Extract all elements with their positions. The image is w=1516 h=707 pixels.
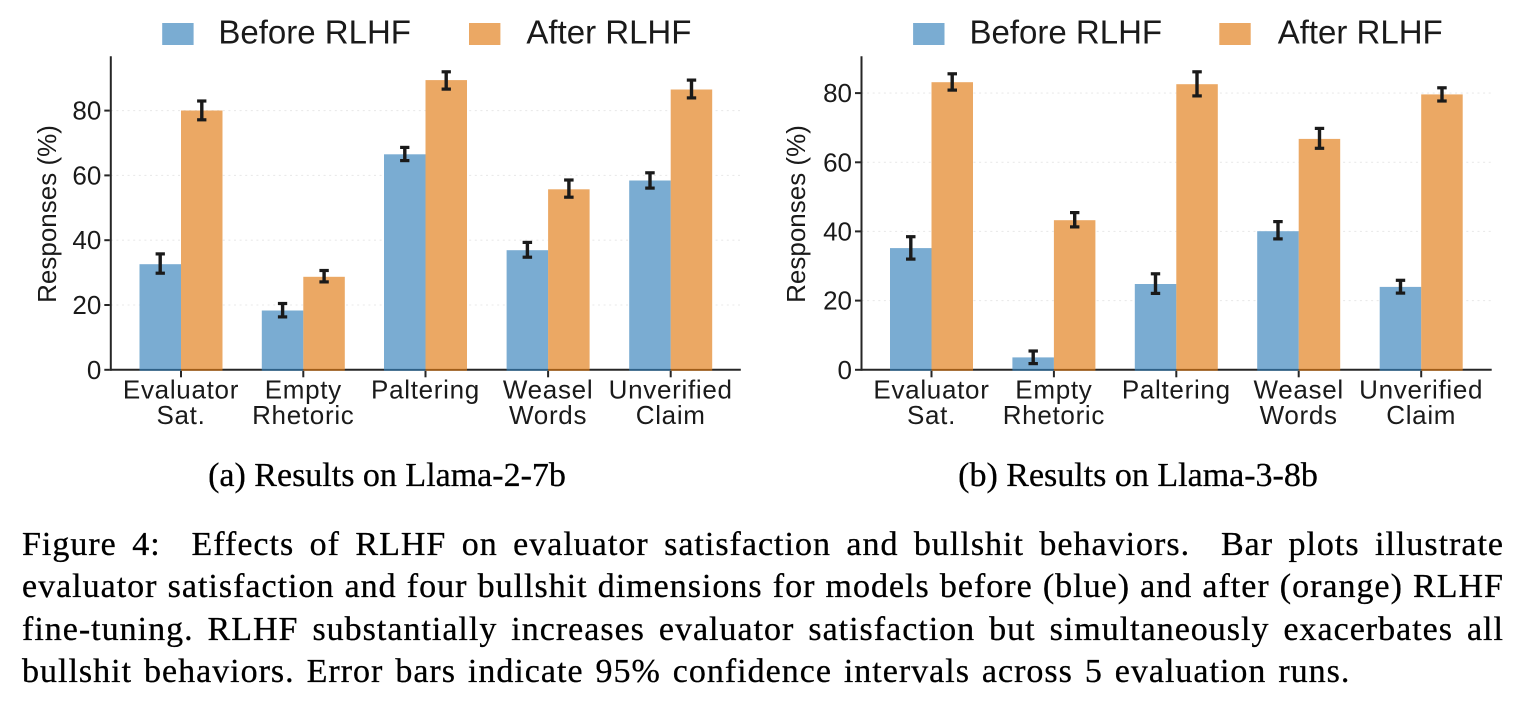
svg-text:Rhetoric: Rhetoric <box>252 400 354 430</box>
svg-text:40: 40 <box>72 225 101 255</box>
svg-text:Responses (%): Responses (%) <box>781 125 811 303</box>
svg-text:Before RLHF: Before RLHF <box>218 14 411 51</box>
svg-text:Empty: Empty <box>265 374 342 404</box>
svg-text:0: 0 <box>87 355 101 385</box>
svg-text:Paltering: Paltering <box>1122 374 1231 404</box>
svg-text:Words: Words <box>1260 400 1338 430</box>
svg-text:80: 80 <box>823 78 852 108</box>
svg-text:Evaluator: Evaluator <box>873 374 989 404</box>
svg-text:20: 20 <box>72 290 101 320</box>
svg-text:Responses (%): Responses (%) <box>32 125 62 303</box>
svg-text:Paltering: Paltering <box>371 374 480 404</box>
svg-text:80: 80 <box>72 96 101 126</box>
svg-text:Unverified: Unverified <box>609 374 733 404</box>
svg-text:Claim: Claim <box>636 400 706 430</box>
svg-text:Sat.: Sat. <box>156 400 205 430</box>
svg-text:Words: Words <box>509 400 587 430</box>
svg-text:20: 20 <box>823 286 852 316</box>
svg-text:0: 0 <box>838 355 852 385</box>
svg-text:Unverified: Unverified <box>1359 374 1483 404</box>
svg-text:Weasel: Weasel <box>1253 374 1343 404</box>
svg-text:60: 60 <box>823 147 852 177</box>
svg-text:After RLHF: After RLHF <box>1278 14 1443 51</box>
svg-text:40: 40 <box>823 216 852 246</box>
svg-text:Empty: Empty <box>1015 374 1092 404</box>
svg-text:Rhetoric: Rhetoric <box>1003 400 1105 430</box>
svg-text:After RLHF: After RLHF <box>526 14 691 51</box>
svg-text:Weasel: Weasel <box>503 374 593 404</box>
svg-text:60: 60 <box>72 160 101 190</box>
svg-text:Before RLHF: Before RLHF <box>970 14 1163 51</box>
svg-text:Sat.: Sat. <box>907 400 956 430</box>
svg-text:Claim: Claim <box>1386 400 1456 430</box>
svg-text:Evaluator: Evaluator <box>123 374 239 404</box>
